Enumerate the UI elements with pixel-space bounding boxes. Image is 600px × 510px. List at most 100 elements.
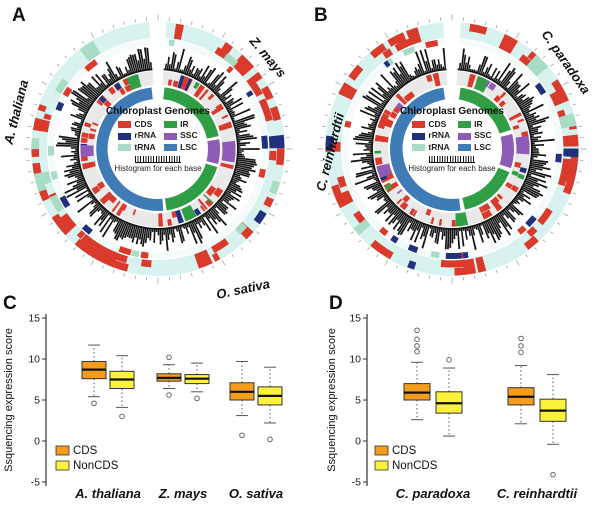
- category-label: Z. mays: [158, 486, 207, 501]
- legend-item-rrna: rRNA: [412, 130, 451, 141]
- category-label: A. thaliana: [74, 486, 141, 501]
- legend-item-label: SSC: [180, 130, 198, 141]
- cds-legend-swatch: [55, 445, 70, 456]
- panel-label-a: A: [12, 5, 26, 26]
- y-tick-label: 10: [28, 354, 40, 366]
- boxplot-legend-label: CDS: [73, 445, 98, 457]
- outlier-point: [267, 436, 273, 443]
- y-tick-label: 10: [349, 354, 361, 366]
- noncds-legend-swatch: [55, 460, 70, 471]
- legend-item-label: rRNA: [134, 130, 157, 141]
- outlier-point: [119, 413, 125, 420]
- legend-item-trna: tRNA: [118, 141, 156, 152]
- legend-footer: Histogram for each base: [114, 164, 202, 174]
- genome-arc-ir: [462, 167, 510, 210]
- genome-arc-ir: [163, 87, 219, 139]
- ssc-swatch: [164, 132, 178, 140]
- legend-item-trna: tRNA: [412, 141, 450, 152]
- outlier-point: [550, 471, 556, 478]
- outlier-point: [446, 357, 452, 363]
- outlier-point: [194, 395, 200, 402]
- legend-item-label: CDS: [428, 119, 447, 129]
- genome-legend-A: Chloroplast Genomes CDS rRNA tRNA IR SSC LSC …: [102, 106, 214, 173]
- legend-item-label: tRNA: [134, 141, 156, 152]
- y-tick-label: 5: [355, 395, 361, 407]
- mini-histogram-icon: [429, 156, 475, 164]
- legend-items: CDS rRNA tRNA IR SSC LSC: [102, 119, 214, 152]
- legend-items: CDS rRNA tRNA IR SSC LSC: [396, 119, 508, 152]
- genome-arc-ssc: [206, 139, 221, 164]
- tick-ring: [23, 14, 293, 284]
- legend-footer: Histogram for each base: [408, 164, 496, 174]
- legend-item-label: SSC: [474, 130, 492, 141]
- boxplot-D: -5 0 5 10 15 Ssquencing expression score C. pa…: [326, 313, 578, 502]
- y-tick-label: -5: [352, 477, 361, 489]
- outlier-point: [166, 392, 172, 398]
- genome-legend-B: Chloroplast Genomes CDS rRNA tRNA IR SSC LSC …: [396, 106, 508, 173]
- legend-item-label: tRNA: [428, 141, 450, 152]
- lsc-swatch: [164, 143, 178, 151]
- genome-arc-ssc: [499, 134, 515, 169]
- boxplot-legend-label: NonCDS: [392, 460, 438, 472]
- lsc-swatch: [458, 143, 472, 151]
- legend-title: Chloroplast Genomes: [106, 106, 210, 117]
- tick-ring: [317, 14, 587, 284]
- y-axis-label: Ssquencing expression score: [326, 328, 338, 472]
- legend-item-ssc: SSC: [164, 130, 198, 141]
- y-tick-label: 5: [34, 395, 40, 407]
- category-label: C. reinhardtii: [497, 486, 578, 501]
- ir-swatch: [164, 121, 178, 129]
- boxplot-legend-label: CDS: [392, 445, 417, 457]
- cds-swatch: [118, 121, 132, 129]
- boxplot-legend-label: NonCDS: [73, 460, 119, 472]
- legend-item-ir: IR: [458, 119, 491, 129]
- ir-swatch: [458, 121, 472, 129]
- legend-item-rrna: rRNA: [118, 130, 157, 141]
- y-axis-label: Ssquencing expression score: [3, 328, 15, 472]
- category-label: C. paradoxa: [396, 486, 470, 501]
- trna-swatch: [118, 143, 132, 151]
- legend-title: Chloroplast Genomes: [400, 106, 504, 117]
- legend-item-ssc: SSC: [458, 130, 492, 141]
- y-tick-label: 0: [34, 436, 40, 448]
- rrna-swatch: [118, 132, 132, 140]
- y-tick-label: -5: [31, 477, 40, 489]
- outlier-point: [414, 327, 420, 334]
- genome-arc-ir: [164, 163, 218, 211]
- panel-label-d: D: [329, 293, 343, 314]
- circular-genome-plot-B: [317, 14, 587, 284]
- outlier-point: [414, 343, 420, 349]
- outlier-point: [239, 432, 245, 439]
- cds-legend-swatch: [374, 445, 389, 456]
- mini-histogram-icon: [135, 156, 181, 164]
- outlier-point: [518, 343, 524, 349]
- outlier-point: [166, 354, 172, 361]
- legend-item-lsc: LSC: [164, 141, 198, 152]
- panel-label-b: B: [314, 5, 328, 26]
- y-tick-label: 0: [355, 436, 361, 448]
- outlier-point: [414, 336, 420, 343]
- genome-arc-lsc: [96, 87, 164, 211]
- legend-item-cds: CDS: [412, 119, 450, 129]
- outlier-point: [91, 400, 97, 407]
- trna-swatch: [412, 143, 426, 151]
- genome-arc-ir: [458, 87, 511, 134]
- circular-genome-plot-A: [23, 14, 293, 284]
- y-tick-label: 15: [349, 313, 361, 325]
- genome-arc-lsc: [389, 87, 461, 212]
- feature-blocks: [55, 75, 285, 235]
- boxplot-C: -5 0 5 10 15 Ssquencing expression score A. th…: [3, 313, 283, 502]
- legend-item-label: rRNA: [428, 130, 451, 141]
- outlier-point: [414, 348, 420, 355]
- legend-item-lsc: LSC: [458, 141, 492, 152]
- ssc-swatch: [458, 132, 472, 140]
- legend-item-cds: CDS: [118, 119, 156, 129]
- legend-item-label: LSC: [180, 141, 198, 152]
- legend-item-label: LSC: [474, 141, 492, 152]
- noncds-legend-swatch: [374, 460, 389, 471]
- panel-label-c: C: [3, 293, 17, 314]
- legend-item-label: IR: [180, 119, 189, 129]
- legend-item-label: IR: [474, 119, 483, 129]
- legend-item-ir: IR: [164, 119, 197, 129]
